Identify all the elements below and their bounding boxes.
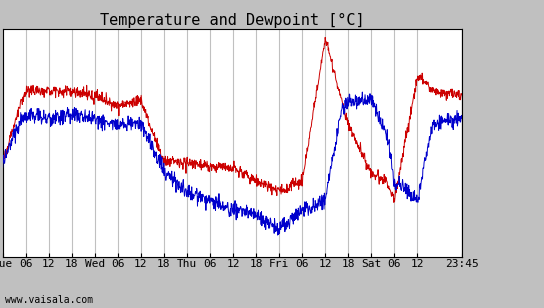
Title: Temperature and Dewpoint [°C]: Temperature and Dewpoint [°C] [100, 13, 365, 28]
Text: www.vaisala.com: www.vaisala.com [5, 295, 94, 305]
